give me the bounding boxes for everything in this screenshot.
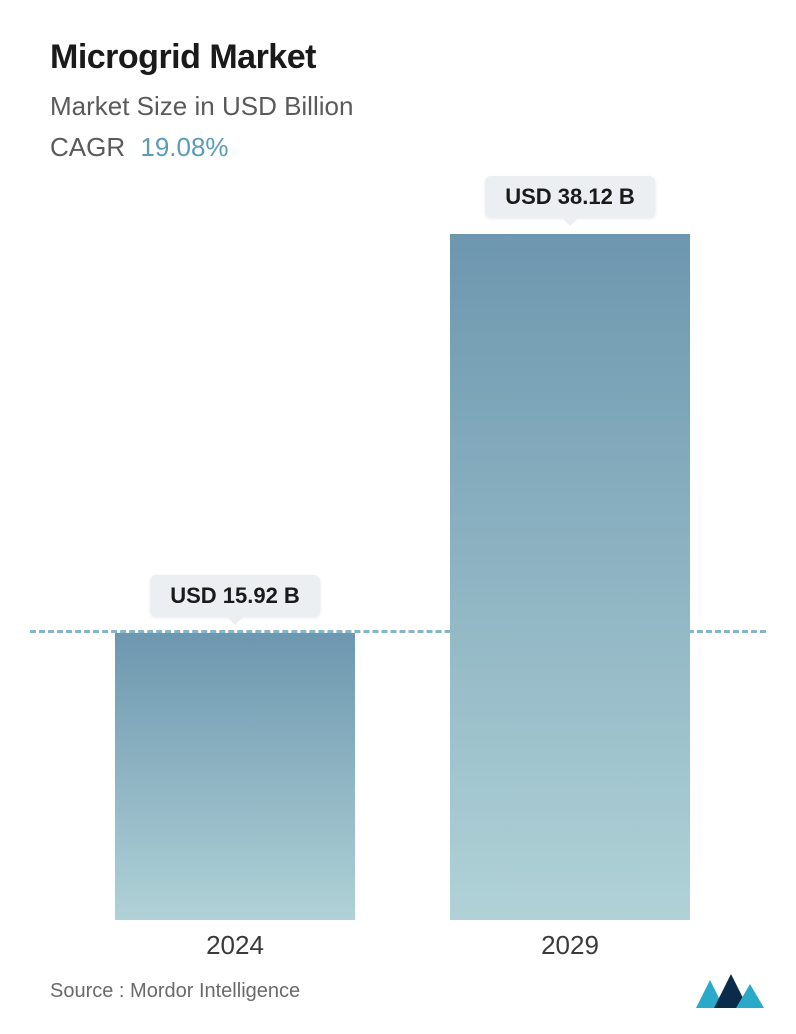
bars-container: USD 15.92 B USD 38.12 B	[0, 200, 796, 920]
source-text: Source : Mordor Intelligence	[50, 980, 300, 1003]
bar-wrap: USD 15.92 B	[115, 633, 355, 920]
bar-value-label: USD 38.12 B	[485, 176, 655, 218]
bar-wrap: USD 38.12 B	[450, 234, 690, 920]
x-axis-labels: 2024 2029	[0, 930, 796, 970]
chart-area: USD 15.92 B USD 38.12 B	[0, 200, 796, 920]
brand-logo	[696, 974, 766, 1008]
x-axis-label: 2029	[541, 930, 599, 961]
x-axis-label: 2024	[206, 930, 264, 961]
cagr-label: CAGR	[50, 132, 125, 162]
chart-title: Microgrid Market	[50, 38, 746, 77]
bar	[115, 633, 355, 920]
bar-value-label: USD 15.92 B	[150, 575, 320, 617]
bar	[450, 234, 690, 920]
cagr-row: CAGR 19.08%	[50, 132, 746, 163]
logo-icon	[696, 974, 766, 1008]
chart-subtitle: Market Size in USD Billion	[50, 91, 746, 122]
footer: Source : Mordor Intelligence	[50, 974, 766, 1008]
cagr-value: 19.08%	[140, 132, 228, 162]
header: Microgrid Market Market Size in USD Bill…	[0, 0, 796, 163]
